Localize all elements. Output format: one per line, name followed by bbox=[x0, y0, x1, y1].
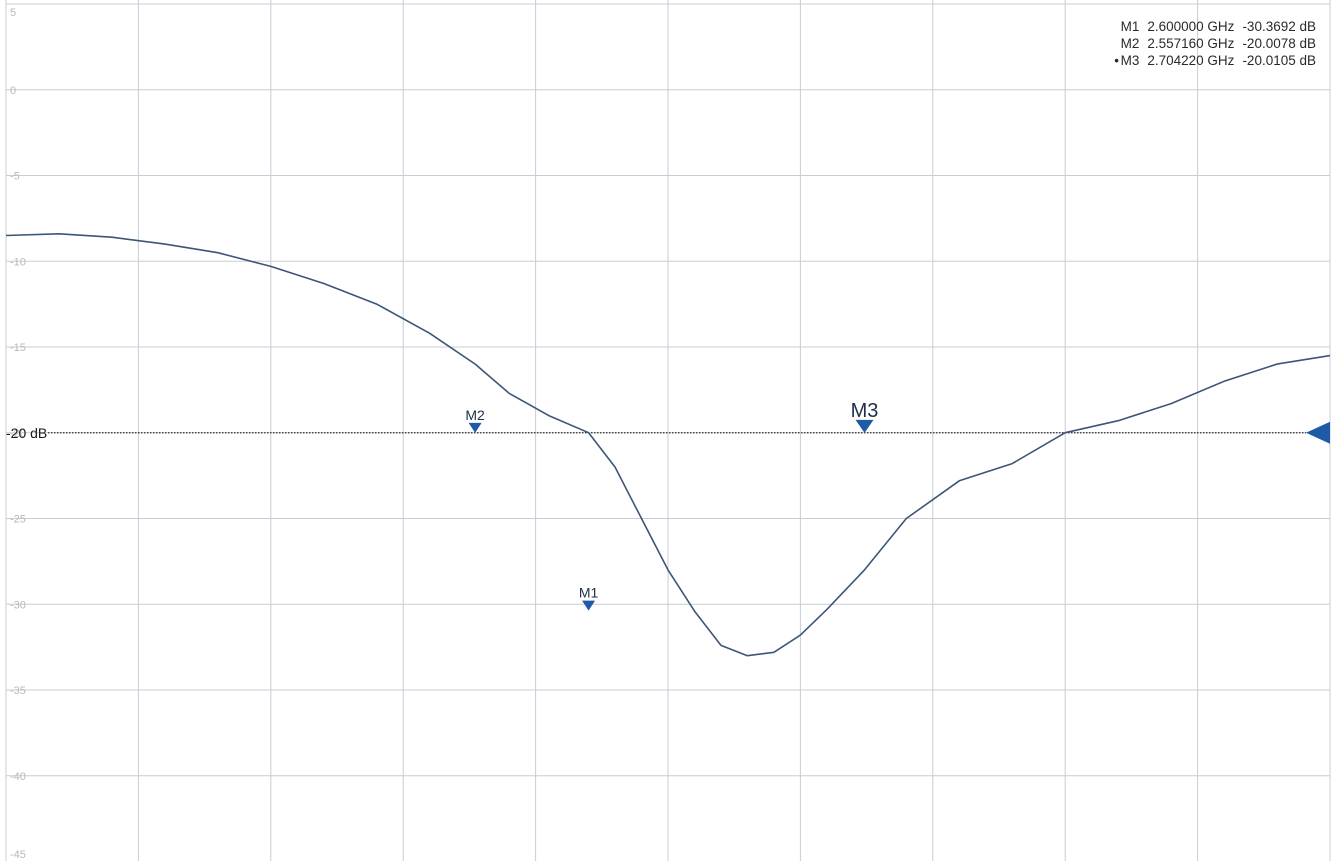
y-axis-tick-labels: 5 0 -5 -10 -15 -20 -25 -30 -35 -40 -45 bbox=[10, 7, 26, 861]
reference-line-label: -20 dB bbox=[6, 425, 47, 441]
marker-value: -20.0078 dB bbox=[1242, 36, 1316, 51]
marker-triangle-icon[interactable] bbox=[582, 600, 596, 611]
y-tick-label: 5 bbox=[10, 7, 16, 19]
marker-name: M1 bbox=[1120, 19, 1140, 34]
y-tick-label: -25 bbox=[10, 514, 26, 526]
y-tick-label: -20 bbox=[10, 428, 26, 440]
marker-triangle-icon[interactable] bbox=[855, 419, 874, 433]
marker-label: M1 bbox=[579, 585, 599, 601]
reference-level-arrow-icon[interactable] bbox=[1306, 421, 1330, 444]
active-marker-dot-icon: • bbox=[1114, 53, 1119, 68]
marker-name: M3 bbox=[1120, 53, 1140, 68]
chart-grid bbox=[5, 0, 1331, 861]
marker-label: M3 bbox=[851, 400, 879, 422]
y-tick-label: -30 bbox=[10, 599, 26, 611]
marker-triangle-icon[interactable] bbox=[468, 422, 482, 433]
trace-line bbox=[5, 233, 1331, 657]
marker-name: M2 bbox=[1120, 36, 1140, 51]
y-tick-label: -35 bbox=[10, 685, 26, 697]
marker-readout-row: • M3 2.704220 GHz -20.0105 dB bbox=[1113, 52, 1316, 69]
y-tick-label: -45 bbox=[10, 849, 26, 861]
y-tick-label: -40 bbox=[10, 771, 26, 783]
active-marker-dot-icon bbox=[1113, 35, 1121, 52]
marker-value: -20.0105 dB bbox=[1242, 53, 1316, 68]
marker-readout-table: M1 2.600000 GHz -30.3692 dB M2 2.557160 GHz -… bbox=[1113, 18, 1316, 69]
y-tick-label: -10 bbox=[10, 256, 26, 268]
marker-frequency: 2.600000 GHz bbox=[1147, 19, 1235, 34]
marker-frequency: 2.704220 GHz bbox=[1147, 53, 1235, 68]
marker-label: M2 bbox=[465, 407, 485, 423]
y-tick-label: -15 bbox=[10, 342, 26, 354]
marker-value: -30.3692 dB bbox=[1242, 19, 1316, 34]
marker-readout-row: M2 2.557160 GHz -20.0078 dB bbox=[1113, 35, 1316, 52]
y-tick-label: -5 bbox=[10, 171, 20, 183]
y-tick-label: 0 bbox=[10, 85, 16, 97]
trace-group bbox=[5, 233, 1331, 657]
marker-readout-row: M1 2.600000 GHz -30.3692 dB bbox=[1113, 18, 1316, 35]
reference-line: -20 dB bbox=[6, 421, 1330, 444]
marker-frequency: 2.557160 GHz bbox=[1147, 36, 1235, 51]
markers-group: M1 M2 M3 bbox=[465, 400, 878, 611]
active-marker-dot-icon bbox=[1113, 18, 1121, 35]
